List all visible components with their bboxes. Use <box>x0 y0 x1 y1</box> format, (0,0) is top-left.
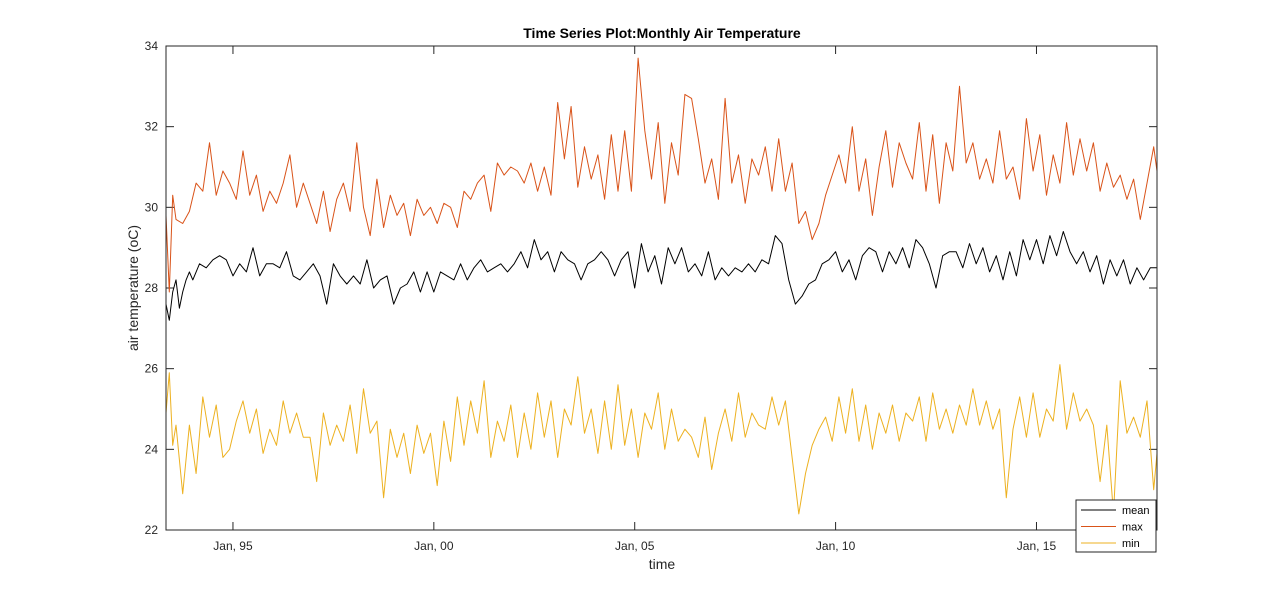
legend-label-max: max <box>1122 522 1143 534</box>
legend: mean max min <box>1075 499 1157 553</box>
y-tick-label: 34 <box>145 39 159 53</box>
x-tick-label: Jan, 05 <box>615 539 655 553</box>
series-line-min <box>165 364 1158 515</box>
x-tick-label: Jan, 95 <box>213 539 253 553</box>
y-tick-label: 24 <box>145 442 159 456</box>
y-tick-label: 26 <box>145 362 159 376</box>
legend-label-mean: mean <box>1122 505 1150 517</box>
plot-area <box>166 46 1157 530</box>
x-tick-label: Jan, 00 <box>414 539 454 553</box>
series-line-max <box>165 57 1158 293</box>
plot-frame <box>165 45 1158 531</box>
y-tick-label: 32 <box>145 120 159 134</box>
y-tick-label: 30 <box>145 200 159 214</box>
x-axis-ticks: Jan, 95 Jan, 00 Jan, 05 Jan, 10 Jan, 15 <box>213 46 1056 553</box>
y-tick-label: 22 <box>145 523 159 537</box>
x-axis-label: time <box>649 556 676 572</box>
x-tick-label: Jan, 15 <box>1017 539 1057 553</box>
y-tick-label: 28 <box>145 281 159 295</box>
series-lines <box>165 57 1158 515</box>
series-line-mean <box>165 231 1157 321</box>
chart-title: Time Series Plot:Monthly Air Temperature <box>523 25 801 41</box>
legend-label-min: min <box>1122 538 1140 550</box>
x-tick-label: Jan, 10 <box>816 539 856 553</box>
y-axis-label: air temperature (oC) <box>125 225 141 351</box>
